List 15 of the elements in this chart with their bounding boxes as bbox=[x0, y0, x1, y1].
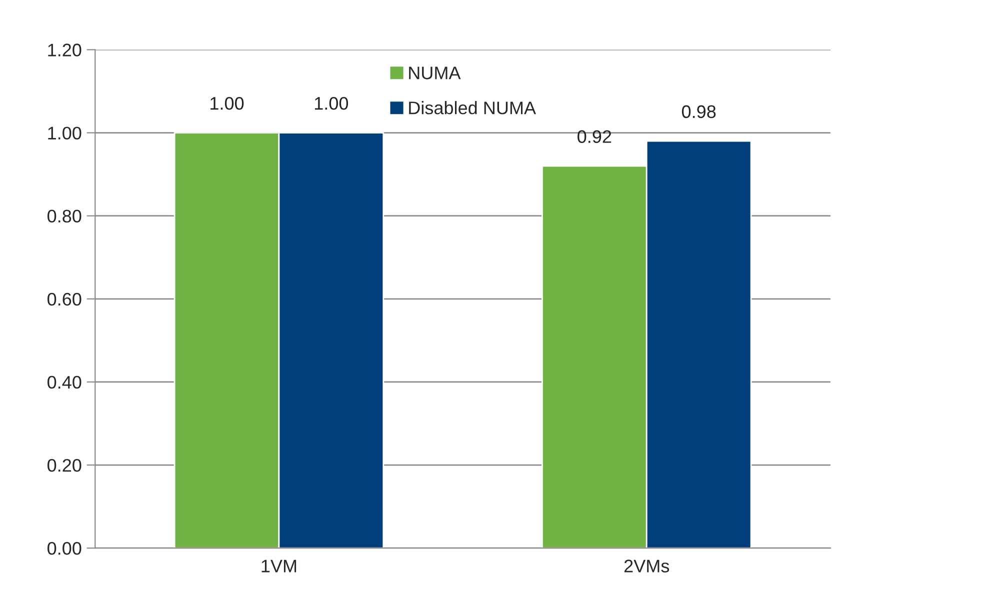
data-label: 0.98 bbox=[682, 105, 716, 118]
y-tick-label: 1.20 bbox=[48, 44, 82, 56]
x-tick-label: 1VM bbox=[262, 560, 296, 572]
data-label: 1.00 bbox=[210, 96, 244, 110]
y-tick-label: 0.20 bbox=[48, 458, 82, 472]
legend-label: NUMA bbox=[409, 66, 461, 80]
legend-label: Disabled NUMA bbox=[409, 101, 536, 114]
x-tick-label: 2VMs bbox=[624, 560, 670, 572]
y-tick-label: 0.40 bbox=[48, 376, 82, 389]
y-tick-label: 0.80 bbox=[48, 210, 82, 223]
data-label: 1.00 bbox=[314, 96, 348, 110]
data-label: 0.92 bbox=[578, 130, 612, 143]
y-tick-label: 0.00 bbox=[48, 542, 82, 555]
y-tick-label: 0.60 bbox=[48, 292, 82, 306]
y-tick-label: 1.00 bbox=[48, 126, 82, 140]
